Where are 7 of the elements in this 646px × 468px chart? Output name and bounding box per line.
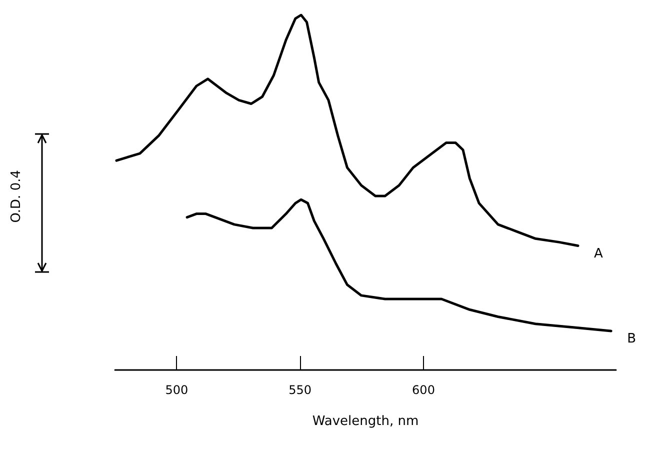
- text: O.D. 0.4: [9, 170, 24, 223]
- series-label: B: [627, 331, 636, 346]
- x-axis-title: Wavelength, nm: [312, 414, 419, 429]
- series-label: A: [594, 246, 603, 262]
- x-tick-label: 600: [412, 383, 435, 397]
- x-tick-label: 550: [288, 383, 312, 397]
- x-tick-label: 500: [165, 383, 188, 397]
